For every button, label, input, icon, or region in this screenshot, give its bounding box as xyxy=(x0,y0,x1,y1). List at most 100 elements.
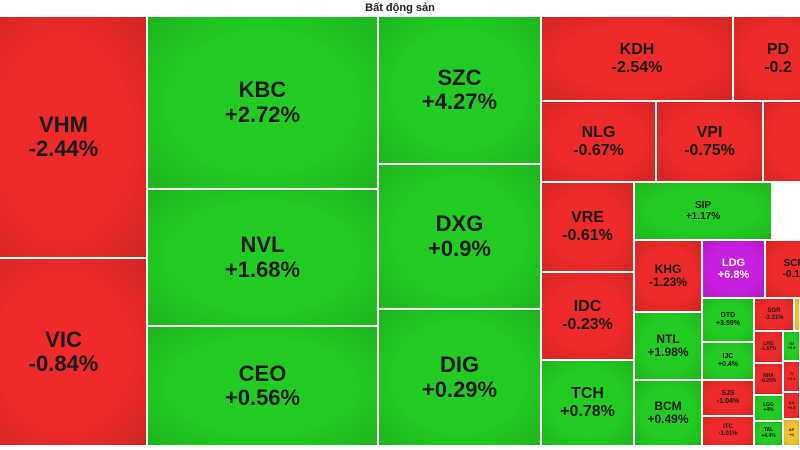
tile-nvl[interactable]: NVL +1.68% xyxy=(147,189,378,326)
change-label: +0.78% xyxy=(560,403,615,420)
change-label: +0.5 xyxy=(787,404,796,410)
ticker-label: AA xyxy=(788,400,795,406)
ticker-label: VPI xyxy=(696,123,723,141)
tile-unlabeled-35[interactable] xyxy=(794,298,800,331)
tile-khg[interactable]: KHG -1.23% xyxy=(634,240,702,312)
change-label: -0.14 xyxy=(782,269,800,280)
change-label: -3.31% xyxy=(764,314,784,321)
ticker-label: NHA xyxy=(763,372,774,379)
tile-ap[interactable]: AP +0 xyxy=(783,419,800,446)
tile-td[interactable]: TD +0.9 xyxy=(783,331,800,361)
change-label: -0.2 xyxy=(764,58,792,76)
ticker-label: SGR xyxy=(767,307,781,314)
change-label: -1.01% xyxy=(718,431,738,437)
tile-ijc[interactable]: IJC +0.4% xyxy=(702,342,754,380)
change-label: -0.61% xyxy=(562,227,613,244)
change-label: -0.75% xyxy=(684,141,735,159)
change-label: +6.8% xyxy=(717,269,750,281)
change-label: +1.98% xyxy=(647,345,689,359)
change-label: -1.67% xyxy=(760,346,777,352)
change-label: -1.23% xyxy=(648,275,688,289)
change-label: -0.23% xyxy=(562,316,613,333)
ticker-label: DIG xyxy=(439,352,480,378)
ticker-label: AP xyxy=(788,427,795,433)
tile-sip[interactable]: SIP +1.17% xyxy=(634,182,772,240)
tile-idc[interactable]: IDC -0.23% xyxy=(541,272,634,360)
change-label: -0.67% xyxy=(573,141,624,159)
change-label: -0.84% xyxy=(28,351,99,376)
change-label: -0.25% xyxy=(760,378,777,384)
ticker-label: NLG xyxy=(581,123,616,141)
change-label: +1.68% xyxy=(224,256,301,282)
tile-kdh[interactable]: KDH -2.54% xyxy=(541,16,733,101)
ticker-label: VIC xyxy=(45,326,82,352)
tile-scr[interactable]: SCR-0.14 xyxy=(765,240,800,298)
tile-tch[interactable]: TCH +0.78% xyxy=(541,360,634,446)
ticker-label: VRE xyxy=(571,209,604,227)
tile-dtd[interactable]: DTD +3.59% xyxy=(702,298,754,342)
tile-kbc[interactable]: KBC +2.72% xyxy=(147,16,378,189)
ticker-label: LGG xyxy=(763,401,774,408)
ticker-label: NTL xyxy=(656,331,680,346)
tile-ldg[interactable]: LDG +6.8% xyxy=(702,240,765,298)
ticker-label: DTD xyxy=(720,312,736,320)
ticker-label: TAL xyxy=(763,427,774,433)
tile-pd[interactable]: PD -0.2 xyxy=(733,16,800,101)
change-label: +0.29% xyxy=(421,376,498,402)
tile-ti[interactable]: TI +1.4 xyxy=(783,361,800,392)
tile-dig[interactable]: DIG +0.29% xyxy=(378,309,541,446)
change-label: +0 xyxy=(789,431,794,437)
tile-vpi[interactable]: VPI -0.75% xyxy=(656,101,763,182)
ticker-label: KBC xyxy=(238,77,287,103)
tile-nlg[interactable]: NLG -0.67% xyxy=(541,101,656,182)
ticker-label: NVL xyxy=(240,232,285,258)
change-label: -1.04% xyxy=(716,398,740,405)
tile-ceo[interactable]: CEO +0.56% xyxy=(147,326,378,446)
tile-lgg[interactable]: LGG +4% xyxy=(754,395,783,421)
tile-sjs[interactable]: SJS -1.04% xyxy=(702,380,754,416)
ticker-label: TD xyxy=(788,340,795,346)
tile-vhm[interactable]: VHM -2.44% xyxy=(0,16,147,258)
change-label: -2.54% xyxy=(611,58,663,76)
tile-itc[interactable]: ITC -1.01% xyxy=(702,416,754,446)
tile-dxg[interactable]: DXG +0.9% xyxy=(378,164,541,309)
tile-lhg[interactable]: LHG -1.67% xyxy=(754,331,783,363)
change-label: +4.27% xyxy=(421,89,498,114)
change-label: +1.4 xyxy=(787,375,796,381)
ticker-label: LHG xyxy=(763,340,774,347)
ticker-label: PD xyxy=(766,40,790,58)
change-label: +4.4% xyxy=(761,432,776,439)
ticker-label: KHG xyxy=(654,261,682,276)
tile-ntl[interactable]: NTL +1.98% xyxy=(634,312,702,380)
ticker-label: TCH xyxy=(571,385,604,403)
change-label: +0.49% xyxy=(647,412,689,426)
chart-title: Bất động sản xyxy=(365,2,435,14)
tile-aa[interactable]: AA +0.5 xyxy=(783,392,800,419)
change-label: +2.72% xyxy=(224,101,301,127)
ticker-label: SIP xyxy=(694,200,712,211)
ticker-label: IDC xyxy=(573,298,602,316)
ticker-label: ITC xyxy=(723,424,733,431)
ticker-label: LDG xyxy=(721,256,746,269)
change-label: +4% xyxy=(763,407,774,413)
ticker-label: DXG xyxy=(435,211,484,237)
tile-vic[interactable]: VIC -0.84% xyxy=(0,258,147,446)
tile-vre[interactable]: VRE -0.61% xyxy=(541,182,634,272)
tile-szc[interactable]: SZC +4.27% xyxy=(378,16,541,164)
ticker-label: TI xyxy=(789,371,794,377)
tile-bcm[interactable]: BCM +0.49% xyxy=(634,380,702,446)
change-label: +0.9% xyxy=(428,235,491,261)
tile-tal[interactable]: TAL +4.4% xyxy=(754,421,783,446)
ticker-label: IJC xyxy=(722,353,734,361)
ticker-label: SJS xyxy=(721,390,735,398)
ticker-label: SCR xyxy=(783,258,800,269)
tile-sgr[interactable]: SGR -3.31% xyxy=(754,298,794,331)
tile-nha[interactable]: NHA -0.25% xyxy=(754,363,783,395)
ticker-label: BCM xyxy=(654,398,682,413)
change-label: +0.9 xyxy=(787,345,796,350)
tile-unlabeled-12[interactable] xyxy=(763,101,800,182)
change-label: +1.17% xyxy=(685,211,721,222)
change-label: -2.44% xyxy=(28,136,99,161)
ticker-label: CEO xyxy=(238,360,287,386)
